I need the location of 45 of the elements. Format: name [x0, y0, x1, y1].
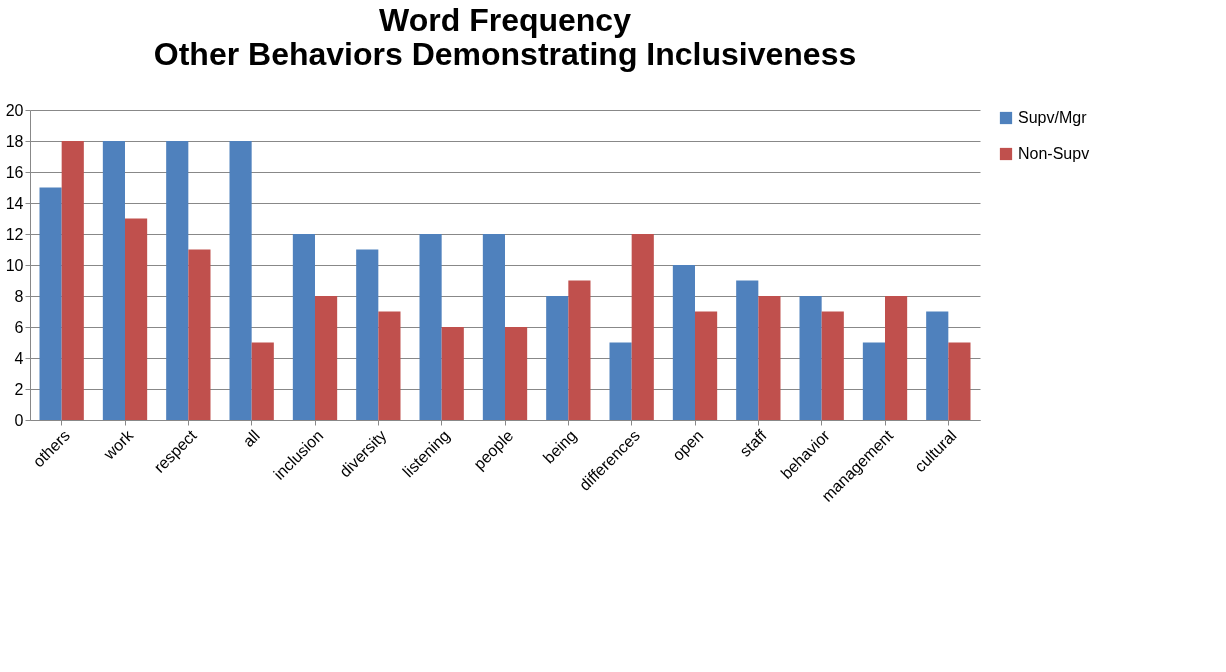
bar — [315, 296, 338, 420]
y-tick-label: 8 — [14, 287, 24, 305]
bar — [695, 311, 718, 420]
bar — [356, 249, 379, 420]
y-tick-label: 4 — [14, 349, 24, 367]
bar — [125, 218, 148, 420]
bar — [61, 141, 84, 420]
bar — [631, 234, 654, 420]
bar — [102, 141, 125, 420]
y-tick-label: 0 — [14, 411, 24, 429]
bar — [39, 187, 62, 420]
y-tick-label: 10 — [5, 256, 24, 274]
bar — [862, 342, 885, 420]
bar — [188, 249, 211, 420]
y-tick-label: 20 — [5, 101, 24, 119]
legend-label: Non-Supv — [1018, 145, 1090, 162]
bar — [926, 311, 949, 420]
bar — [251, 342, 274, 420]
bar — [948, 342, 971, 420]
bar — [166, 141, 189, 420]
y-tick-label: 6 — [14, 318, 24, 336]
bar — [568, 280, 591, 420]
bar — [482, 234, 505, 420]
y-tick-label: 14 — [5, 194, 24, 212]
bar — [229, 141, 252, 420]
bar — [378, 311, 401, 420]
bar — [546, 296, 569, 420]
legend-label: Supv/Mgr — [1018, 109, 1088, 126]
y-tick-label: 2 — [14, 380, 24, 398]
bar — [672, 265, 695, 420]
bar — [292, 234, 315, 420]
y-tick-label: 12 — [5, 225, 24, 243]
bar — [441, 327, 464, 420]
y-tick-label: 18 — [5, 132, 24, 150]
bar — [821, 311, 844, 420]
bar — [505, 327, 528, 420]
y-tick-label: 16 — [5, 163, 24, 181]
bar — [799, 296, 822, 420]
bar — [758, 296, 781, 420]
bar — [609, 342, 632, 420]
chart-title: Word Frequency Other Behaviors Demonstrating Inclusiveness — [153, 2, 857, 72]
x-tick-label: all — [239, 426, 263, 451]
bar — [885, 296, 908, 420]
bar — [419, 234, 442, 420]
bar — [736, 280, 759, 420]
